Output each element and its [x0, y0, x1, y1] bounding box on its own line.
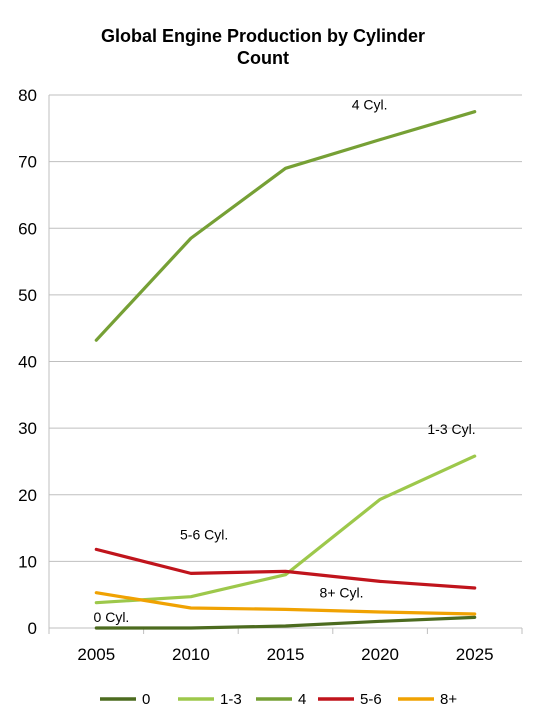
legend-label-1-3: 1-3 — [220, 691, 242, 708]
legend: 0 1-3 4 5-6 8+ — [100, 691, 457, 708]
legend-label-0: 0 — [142, 691, 150, 708]
series-line-1-3 — [94, 454, 477, 605]
y-tick-label: 60 — [18, 219, 37, 238]
annotation-1-3: 1-3 Cyl. — [427, 421, 475, 437]
annotation-4: 4 Cyl. — [352, 97, 388, 113]
x-tick-label: 2005 — [77, 645, 115, 664]
y-tick-label: 70 — [18, 153, 37, 172]
series-line-4 — [94, 110, 477, 342]
annotation-0: 0 Cyl. — [94, 609, 130, 625]
series-line-5-6 — [94, 547, 477, 590]
x-tick-label: 2025 — [456, 645, 494, 664]
legend-label-4: 4 — [298, 691, 306, 708]
series-line-8+ — [94, 591, 477, 616]
legend-label-5-6: 5-6 — [360, 691, 382, 708]
y-tick-label: 40 — [18, 353, 37, 372]
y-tick-label: 20 — [18, 486, 37, 505]
x-tick-label: 2010 — [172, 645, 210, 664]
x-tick-label: 2020 — [361, 645, 399, 664]
annotation-8+: 8+ Cyl. — [320, 584, 364, 600]
plot-area: 0 10 20 30 40 50 60 70 80 2005 2010 2015 2020 2025 0 C… — [18, 86, 523, 664]
y-tick-label: 80 — [18, 86, 37, 105]
chart-title-line-1: Global Engine Production by Cylinder — [101, 26, 425, 46]
annotation-5-6: 5-6 Cyl. — [180, 526, 228, 542]
y-tick-label: 30 — [18, 419, 37, 438]
x-tick-label: 2015 — [267, 645, 305, 664]
y-tick-label: 10 — [18, 552, 37, 571]
chart-title-line-2: Count — [237, 48, 289, 68]
y-tick-label: 0 — [28, 619, 37, 638]
legend-label-8+: 8+ — [440, 691, 457, 708]
y-tick-label: 50 — [18, 286, 37, 305]
series-line-0 — [94, 615, 477, 630]
